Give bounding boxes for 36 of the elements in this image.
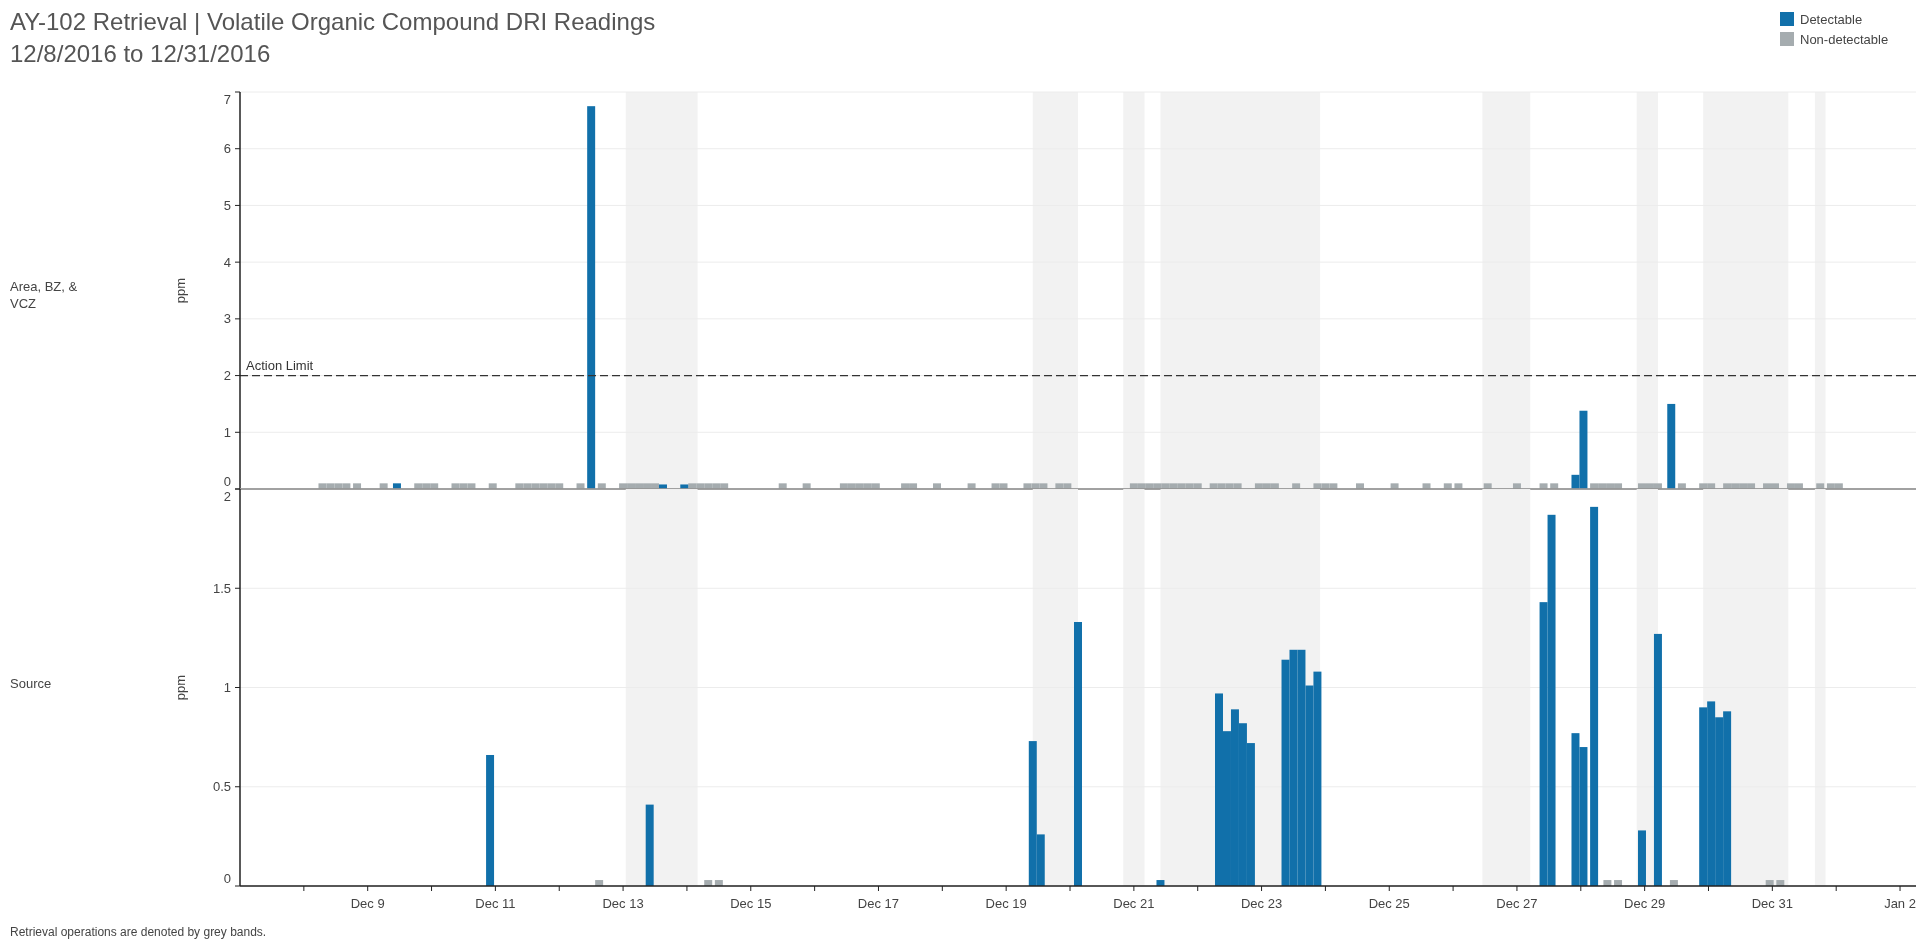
x-tick-label: Dec 17	[857, 896, 900, 911]
x-tick-label: Dec 23	[1240, 896, 1283, 911]
chart-subtitle: 12/8/2016 to 12/31/2016	[10, 40, 271, 67]
legend-label: Detectable	[1800, 11, 1863, 27]
x-tick-label: Jan 2	[1884, 896, 1916, 911]
chart-title: AY-102 Retrieval | Volatile Organic Compound DRI Readings	[10, 8, 656, 35]
y-tick-label: 0.5	[212, 779, 231, 795]
x-tick-label: Dec 15	[730, 896, 772, 911]
y-tick-label: 1	[223, 424, 231, 440]
y-tick-label: 6	[223, 141, 231, 157]
y-tick-label: 2	[223, 368, 231, 384]
x-tick-label: Dec 21	[1113, 896, 1155, 911]
y-tick-label: 0	[223, 870, 231, 886]
y-tick-label: 7	[223, 92, 231, 108]
text: Retrieval operations are denoted by grey bands.	[10, 925, 267, 939]
x-tick-label: Dec 13	[602, 896, 644, 911]
x-tick-label: Dec 9	[350, 896, 385, 911]
x-tick-label: Dec 19	[985, 896, 1027, 911]
y-tick-label: 0	[223, 473, 231, 489]
ref-line-label: Action Limit	[246, 357, 314, 373]
text: Source	[10, 675, 52, 691]
y-tick-label: 2	[223, 489, 231, 505]
x-tick-label: Dec 31	[1751, 896, 1793, 911]
y-tick-label: 4	[223, 254, 231, 270]
x-tick-label: Dec 11	[475, 896, 516, 911]
y-tick-label: 1	[223, 680, 231, 696]
y-tick-label: 1.5	[212, 580, 231, 596]
y-axis-title: ppm	[173, 277, 188, 304]
text: Area, BZ, & VCZ	[10, 278, 78, 311]
x-tick-label: Dec 29	[1624, 896, 1666, 911]
x-tick-label: Dec 27	[1496, 896, 1538, 911]
x-tick-label: Dec 25	[1368, 896, 1410, 911]
y-tick-label: 5	[223, 197, 231, 213]
y-axis-title: ppm	[173, 674, 188, 701]
y-tick-label: 3	[223, 311, 231, 327]
legend-label: Non-detectable	[1800, 31, 1889, 47]
